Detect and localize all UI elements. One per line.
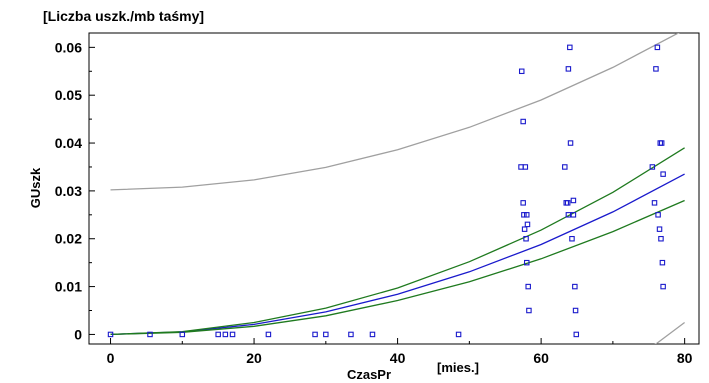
- data-point: [323, 331, 329, 338]
- y-tick-label: 0.05: [55, 87, 82, 103]
- data-point: [565, 66, 572, 72]
- data-point: [567, 140, 574, 146]
- data-point: [562, 164, 568, 170]
- data-point: [572, 307, 579, 314]
- data-point: [526, 307, 532, 314]
- data-point: [520, 118, 526, 125]
- x-tick-label: 60: [533, 350, 549, 366]
- data-point: [570, 197, 577, 204]
- x-axis: 0 20 40 60 80: [107, 338, 693, 366]
- confidence-lower-line: [110, 199, 685, 336]
- data-point: [649, 164, 656, 170]
- y-tick-label: 0.03: [55, 183, 82, 199]
- data-point: [659, 259, 666, 266]
- data-point: [265, 331, 272, 338]
- y-tick-label: 0.06: [55, 39, 82, 55]
- y-tick-label: 0.04: [55, 135, 82, 151]
- data-point: [147, 331, 153, 338]
- y-tick-label: 0.02: [55, 231, 82, 247]
- data-point: [525, 283, 531, 290]
- data-point: [567, 44, 573, 51]
- plot-frame: [88, 32, 700, 345]
- data-point: [654, 44, 661, 51]
- data-point: [107, 331, 114, 338]
- data-point: [658, 140, 665, 146]
- x-unit-label: [mies.]: [437, 360, 479, 375]
- points-layer: [107, 26, 666, 338]
- data-point: [179, 331, 186, 338]
- data-point: [229, 331, 236, 338]
- data-point: [520, 200, 526, 206]
- data-point: [569, 235, 575, 242]
- data-point: [524, 221, 531, 228]
- x-axis-title: CzasPr: [347, 367, 391, 382]
- data-point: [564, 200, 571, 206]
- data-point: [455, 331, 462, 338]
- data-point: [524, 212, 530, 218]
- data-point: [521, 226, 528, 232]
- curves-layer: [110, 33, 685, 344]
- data-point: [521, 212, 527, 218]
- y-tick-label: 0.01: [55, 279, 82, 295]
- fit-line: [110, 173, 685, 336]
- data-point: [215, 331, 221, 338]
- y-axis-title: GUszk: [28, 167, 43, 208]
- data-point: [524, 259, 530, 266]
- data-point: [660, 283, 666, 290]
- data-point: [656, 226, 663, 232]
- y-axis: 0 0.01 0.02 0.03 0.04 0.05 0.06: [55, 39, 95, 342]
- confidence-upper-line: [110, 147, 685, 336]
- data-point: [522, 164, 529, 170]
- data-point: [518, 68, 525, 75]
- data-point: [565, 212, 572, 218]
- data-point: [570, 212, 577, 218]
- data-point: [523, 235, 529, 242]
- data-point: [573, 331, 580, 338]
- x-tick-label: 80: [677, 350, 693, 366]
- prediction-lower-line: [654, 321, 685, 344]
- y-unit-label: [Liczba uszk./mb taśmy]: [43, 8, 205, 24]
- x-tick-label: 0: [107, 350, 115, 366]
- data-point: [572, 283, 578, 290]
- prediction-upper-line: [110, 33, 680, 191]
- data-point: [651, 200, 658, 206]
- data-point: [655, 212, 661, 218]
- x-tick-label: 40: [390, 350, 406, 366]
- data-point: [658, 235, 664, 242]
- data-point: [563, 200, 569, 206]
- data-point: [348, 331, 354, 338]
- data-point: [660, 171, 666, 177]
- x-tick-label: 20: [246, 350, 262, 366]
- data-point: [312, 331, 318, 338]
- data-point: [518, 164, 524, 170]
- data-point: [369, 331, 376, 338]
- data-point: [222, 331, 229, 338]
- data-point: [657, 140, 663, 146]
- data-point: [568, 26, 572, 30]
- data-point: [653, 66, 659, 72]
- y-tick-label: 0: [74, 326, 82, 342]
